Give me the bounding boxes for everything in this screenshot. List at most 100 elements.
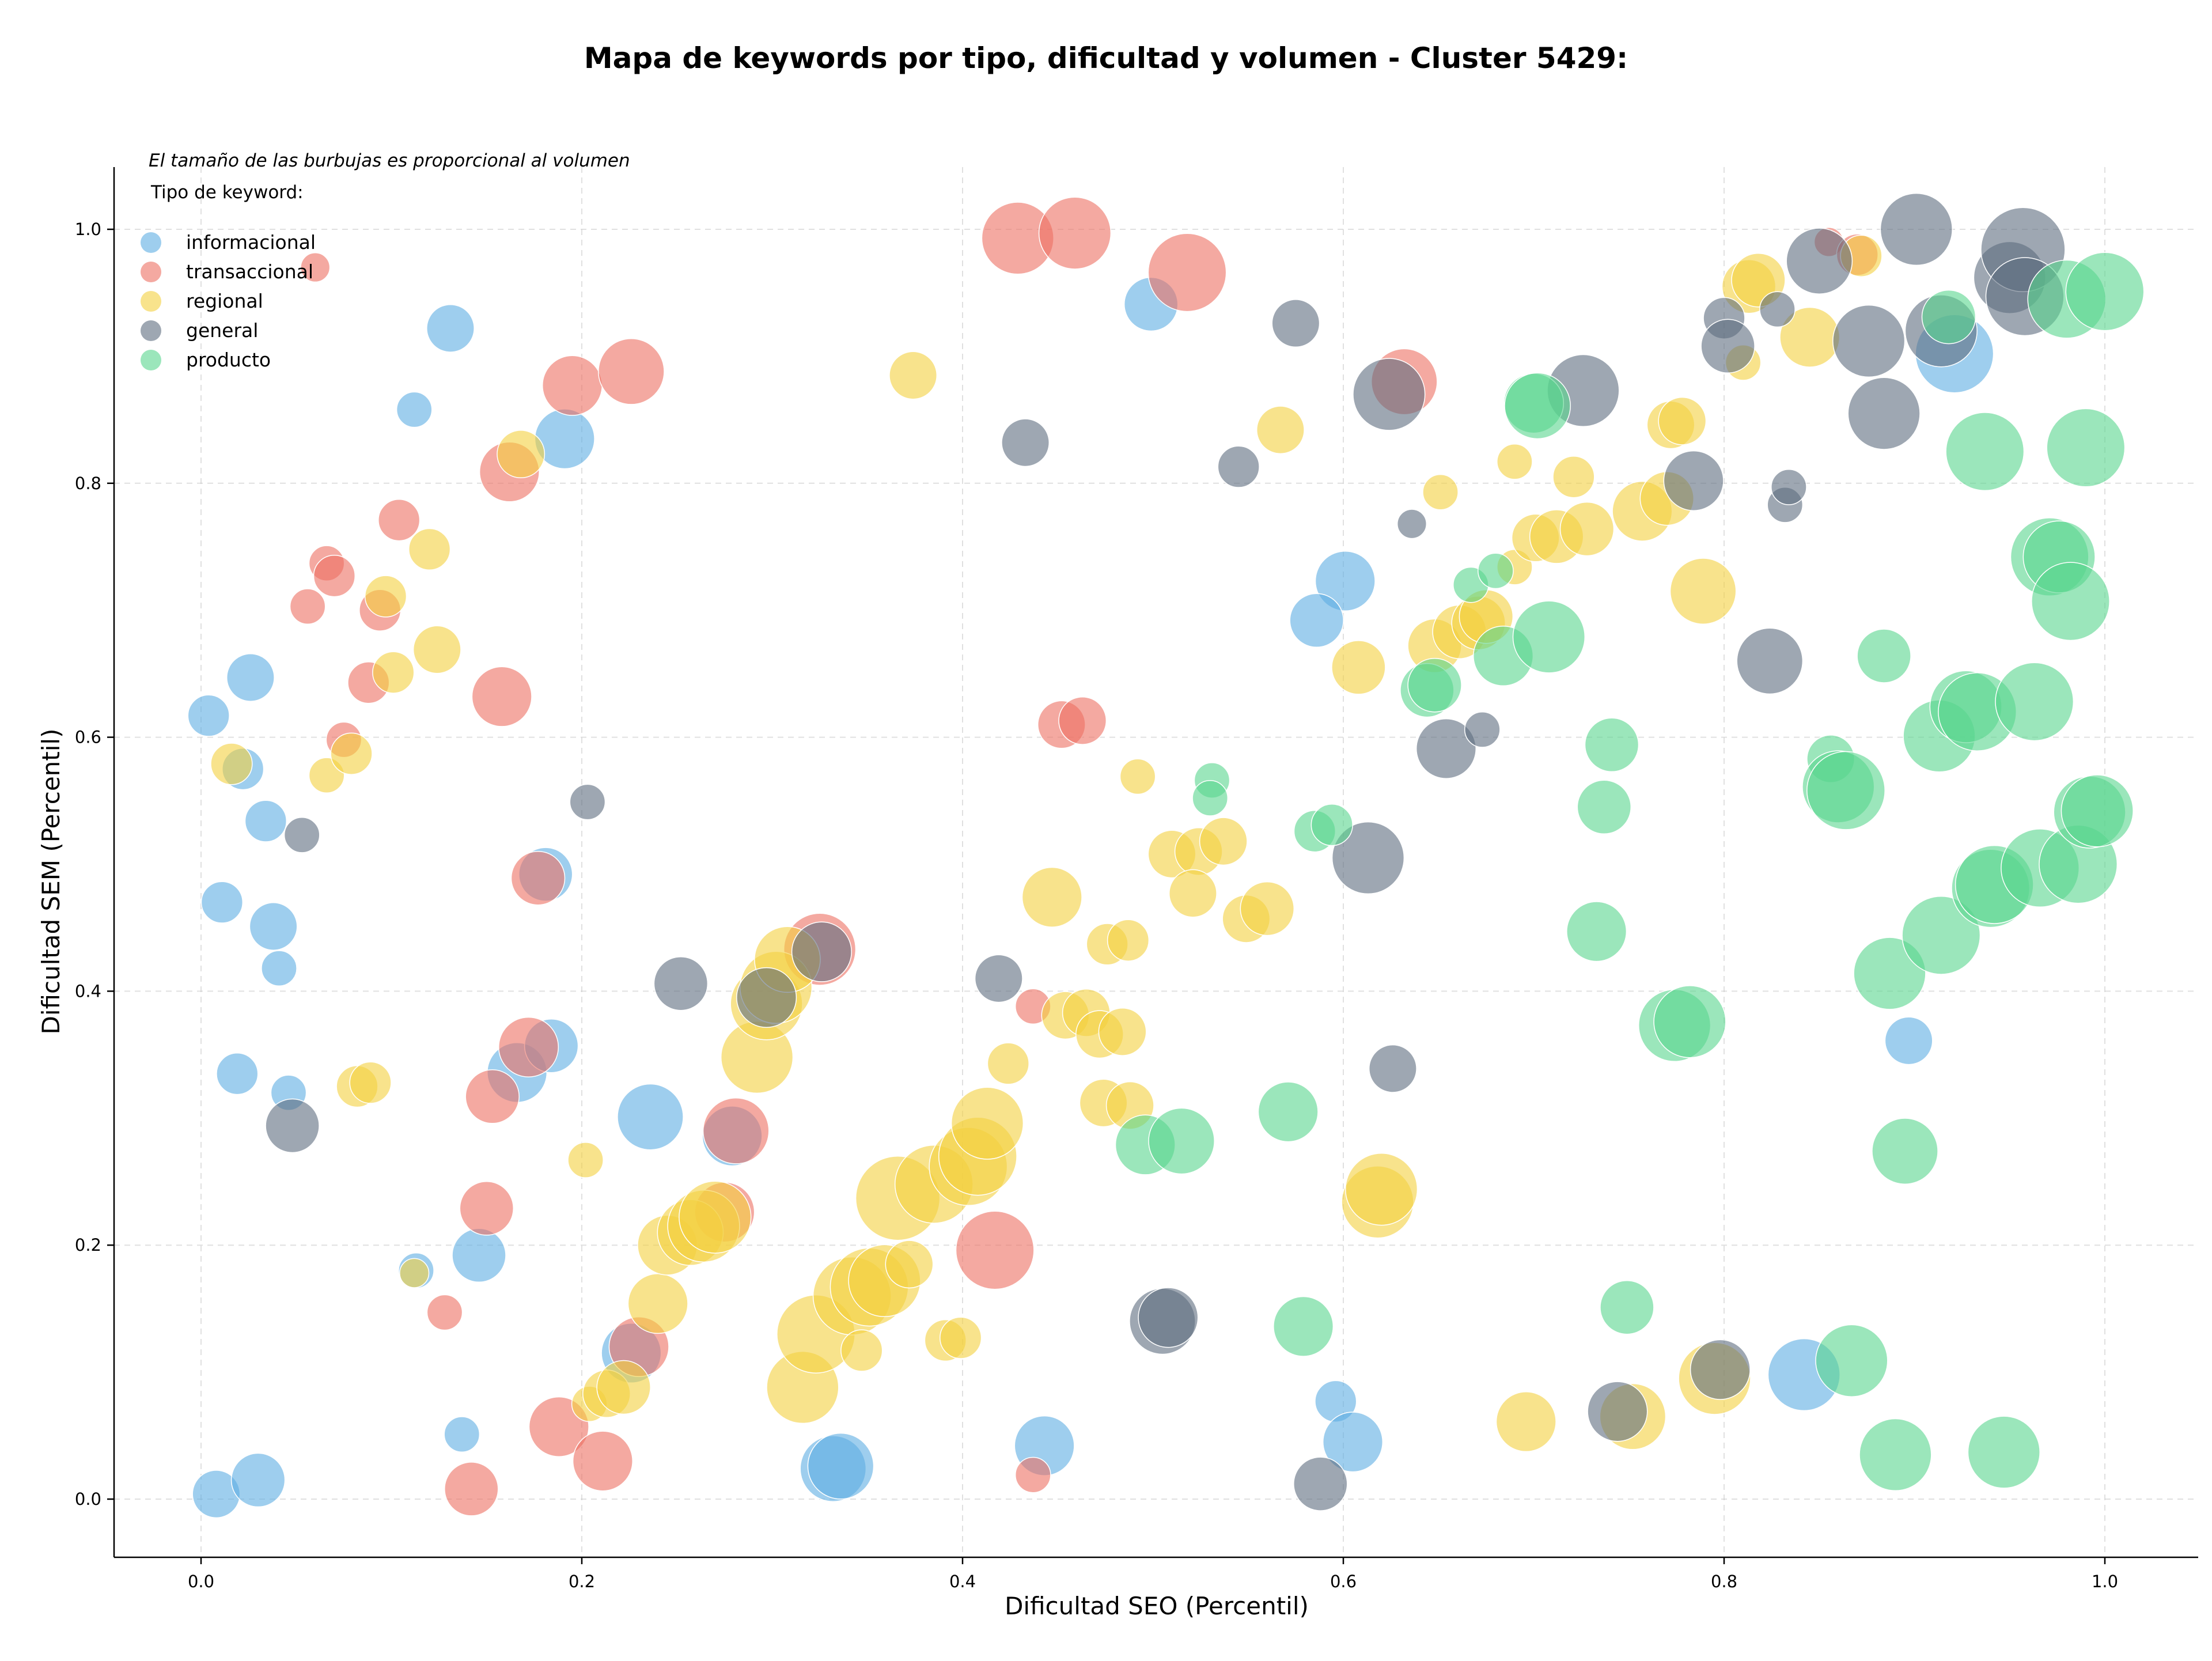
bubble-transaccional <box>444 1462 499 1516</box>
x-tick-label: 0.6 <box>1330 1572 1357 1591</box>
bubble-general <box>1331 821 1405 895</box>
bubble-general <box>791 921 852 982</box>
legend-marker-informacional <box>141 232 161 253</box>
bubble-general <box>1138 1287 1199 1348</box>
bubble-general <box>1771 469 1807 505</box>
bubble-general <box>1396 509 1427 539</box>
bubble-transaccional <box>1058 696 1107 745</box>
bubble-regional <box>1331 640 1386 695</box>
bubble-producto <box>1148 1107 1215 1175</box>
bubble-producto <box>1815 1324 1888 1397</box>
y-tick-label: 0.0 <box>75 1489 101 1509</box>
legend-label-general: general <box>186 319 258 342</box>
bubble-regional <box>497 430 546 479</box>
bubble-informacional <box>396 391 433 428</box>
bubble-producto <box>2065 252 2145 331</box>
bubble-regional <box>885 1240 934 1289</box>
bubble-producto <box>2031 562 2110 641</box>
bubble-producto <box>1478 553 1514 589</box>
bubble-producto <box>1945 412 2025 491</box>
bubble-general <box>1880 192 1953 266</box>
bubble-informacional <box>261 950 297 987</box>
bubble-regional <box>1422 474 1459 510</box>
bubble-regional <box>1119 758 1156 795</box>
bubble-regional <box>1497 443 1533 480</box>
bubble-producto <box>1512 600 1586 674</box>
bubble-general <box>1663 450 1724 511</box>
bubble-producto <box>2046 408 2126 487</box>
bubble-informacional <box>452 1228 506 1283</box>
bubble-producto <box>1504 372 1571 440</box>
y-tick-label: 0.4 <box>75 981 101 1001</box>
bubble-general <box>569 784 606 820</box>
bubble-producto <box>1257 1081 1319 1142</box>
legend: informacional transaccional regional genera… <box>141 231 316 371</box>
y-tick-label: 0.8 <box>75 474 101 493</box>
x-tick-label: 0.8 <box>1711 1572 1737 1591</box>
bubble-layer <box>187 192 2145 1519</box>
bubble-transaccional <box>300 252 331 283</box>
bubble-general <box>1847 377 1921 450</box>
x-tick-label: 0.4 <box>949 1572 976 1591</box>
bubble-regional <box>940 1316 982 1359</box>
bubble-regional <box>1107 919 1150 962</box>
bubble-producto <box>1872 1118 1938 1185</box>
bubble-general <box>265 1098 320 1153</box>
bubble-producto <box>1310 804 1353 846</box>
bubble-regional <box>1021 867 1082 928</box>
bubble-transaccional <box>1147 233 1227 312</box>
bubble-producto <box>1902 895 1981 975</box>
bubble-transaccional <box>598 338 665 405</box>
bubble-regional <box>1240 881 1295 936</box>
bubble-producto <box>1600 1280 1654 1335</box>
bubble-transaccional <box>459 1181 514 1236</box>
bubble-regional <box>412 625 461 674</box>
bubble-regional <box>987 1042 1029 1085</box>
bubble-general <box>1832 304 1906 378</box>
bubble-general <box>1217 445 1260 488</box>
bubble-informacional <box>1289 593 1344 648</box>
bubble-informacional <box>426 304 475 353</box>
bubble-regional <box>399 1258 430 1288</box>
bubble-general <box>736 967 797 1028</box>
bubble-producto <box>1577 780 1632 835</box>
bubble-transaccional <box>510 850 566 906</box>
bubble-informacional <box>226 653 275 702</box>
bubble-producto <box>1921 289 1976 345</box>
bubble-regional <box>1559 501 1615 557</box>
bubble-producto <box>1857 629 1911 683</box>
bubble-regional <box>889 351 938 400</box>
bubble-producto <box>1407 657 1462 713</box>
bubble-informacional <box>807 1432 874 1500</box>
bubble-regional <box>1344 1153 1418 1226</box>
bubble-producto <box>1653 985 1726 1058</box>
axes: 0.0 0.0 0.2 0.2 0.4 0.4 0.6 0.6 0.8 0.8 1.0 1.0 <box>75 167 2198 1591</box>
bubble-producto <box>1192 780 1229 816</box>
legend-label-informacional: informacional <box>186 231 316 253</box>
bubble-informacional <box>230 1452 286 1508</box>
bubble-general <box>1464 712 1501 748</box>
bubble-transaccional <box>541 355 603 416</box>
legend-label-producto: producto <box>186 349 271 371</box>
bubble-regional <box>840 1329 883 1372</box>
x-tick-label: 0.0 <box>188 1572 214 1591</box>
bubble-transaccional <box>498 1016 559 1077</box>
bubble-regional <box>1168 869 1217 918</box>
bubble-regional <box>330 732 373 775</box>
bubble-informacional <box>200 881 244 924</box>
bubble-informacional <box>1315 550 1376 612</box>
bubble-transaccional <box>1014 1456 1051 1493</box>
bubble-general <box>1736 627 1804 695</box>
bubble-general <box>653 956 709 1011</box>
bubble-producto <box>1806 751 1885 830</box>
bubble-regional <box>372 651 415 694</box>
legend-label-regional: regional <box>186 290 263 312</box>
bubble-informacional <box>1884 1016 1933 1065</box>
bubble-regional <box>1552 456 1595 498</box>
bubble-regional <box>1256 406 1305 455</box>
y-tick-label: 1.0 <box>75 220 101 239</box>
bubble-transaccional <box>465 1069 520 1124</box>
bubble-transaccional <box>955 1210 1035 1290</box>
legend-marker-general <box>141 320 161 341</box>
